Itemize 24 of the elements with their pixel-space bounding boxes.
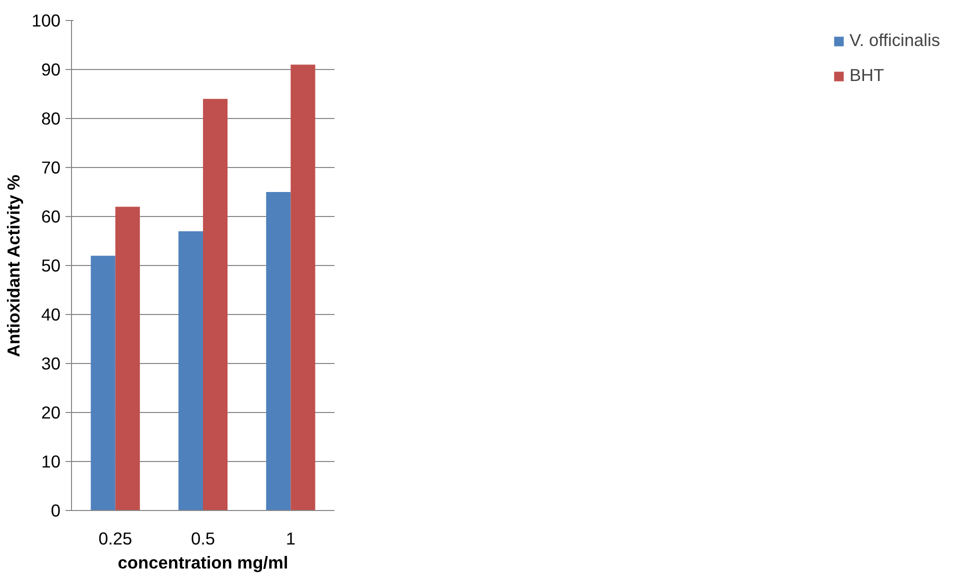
x-tick-label: 0.25 [98, 528, 132, 548]
x-tick-label: 1 [286, 528, 296, 548]
legend-label: V. officinalis [849, 30, 940, 51]
y-tick-label: 70 [41, 158, 61, 178]
bar [90, 256, 116, 510]
y-tick-label: 60 [41, 206, 61, 226]
y-tick-label: 10 [41, 452, 61, 472]
legend-label: BHT [849, 65, 884, 86]
bar [203, 98, 228, 510]
y-tick-label: 50 [41, 256, 61, 276]
y-tick-label: 80 [41, 108, 61, 128]
y-tick-label: 20 [41, 402, 61, 422]
bar [178, 231, 203, 510]
y-tick-label: 90 [41, 60, 61, 80]
y-tick-label: 30 [41, 354, 61, 374]
bar [266, 192, 291, 510]
y-tick-label: 0 [50, 500, 61, 520]
y-tick-label: 100 [32, 10, 61, 30]
bar [290, 64, 316, 510]
x-axis-title: concentration mg/ml [118, 552, 288, 572]
y-axis-title: Antioxidant Activity % [4, 174, 24, 357]
bar [115, 206, 140, 510]
x-tick-label: 0.5 [190, 528, 216, 548]
y-tick-label: 40 [41, 304, 61, 324]
